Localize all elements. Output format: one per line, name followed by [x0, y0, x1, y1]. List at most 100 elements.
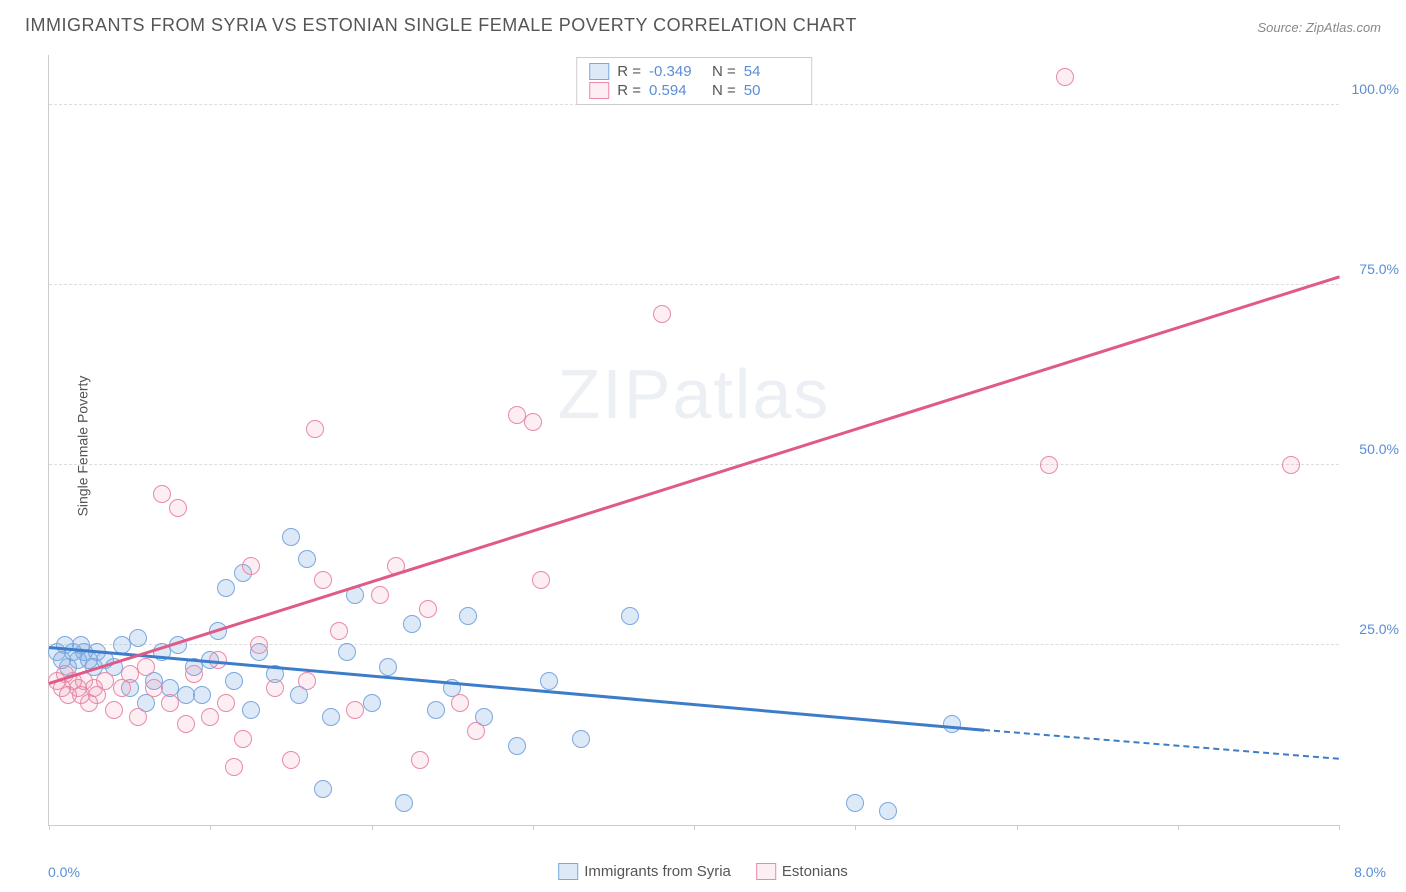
n-label: N = — [712, 82, 736, 99]
y-tick-label: 25.0% — [1359, 621, 1399, 637]
data-point — [242, 701, 260, 719]
data-point — [314, 780, 332, 798]
data-point — [1040, 456, 1058, 474]
data-point — [451, 694, 469, 712]
data-point — [532, 571, 550, 589]
correlation-stats-box: R = -0.349 N = 54 R = 0.594 N = 50 — [576, 57, 812, 105]
data-point — [1282, 456, 1300, 474]
data-point — [540, 672, 558, 690]
data-point — [338, 643, 356, 661]
data-point — [395, 794, 413, 812]
data-point — [363, 694, 381, 712]
data-point — [419, 600, 437, 618]
data-point — [943, 715, 961, 733]
data-point — [129, 708, 147, 726]
data-point — [879, 802, 897, 820]
x-axis-min-label: 0.0% — [48, 864, 80, 880]
data-point — [846, 794, 864, 812]
legend-swatch — [558, 863, 578, 880]
legend-label: Immigrants from Syria — [584, 863, 731, 880]
data-point — [330, 622, 348, 640]
chart-title: IMMIGRANTS FROM SYRIA VS ESTONIAN SINGLE… — [25, 15, 857, 36]
data-point — [201, 708, 219, 726]
data-point — [217, 579, 235, 597]
data-point — [379, 658, 397, 676]
legend-item: Estonians — [756, 863, 848, 880]
trend-line — [49, 276, 1340, 685]
data-point — [185, 665, 203, 683]
data-point — [266, 679, 284, 697]
data-point — [225, 672, 243, 690]
stats-row: R = -0.349 N = 54 — [589, 62, 799, 81]
y-tick-label: 50.0% — [1359, 441, 1399, 457]
data-point — [403, 615, 421, 633]
data-point — [346, 701, 364, 719]
data-point — [177, 715, 195, 733]
gridline — [49, 644, 1339, 645]
data-point — [314, 571, 332, 589]
x-tick — [855, 825, 856, 830]
y-tick-label: 100.0% — [1352, 81, 1399, 97]
legend-swatch — [589, 63, 609, 80]
r-label: R = — [617, 63, 641, 80]
y-tick-label: 75.0% — [1359, 261, 1399, 277]
legend-label: Estonians — [782, 863, 848, 880]
data-point — [145, 679, 163, 697]
plot-area: ZIPatlas R =-0.349N =54R =0.594N =50 25.… — [48, 55, 1339, 826]
x-tick — [1339, 825, 1340, 830]
data-point — [508, 737, 526, 755]
data-point — [572, 730, 590, 748]
data-point — [282, 751, 300, 769]
data-point — [217, 694, 235, 712]
r-value: 0.594 — [649, 82, 704, 99]
data-point — [250, 636, 268, 654]
x-tick — [372, 825, 373, 830]
r-value: -0.349 — [649, 63, 704, 80]
source-attribution: Source: ZipAtlas.com — [1257, 20, 1381, 35]
legend-item: Immigrants from Syria — [558, 863, 731, 880]
x-tick — [694, 825, 695, 830]
n-value: 50 — [744, 82, 799, 99]
x-tick — [533, 825, 534, 830]
gridline — [49, 284, 1339, 285]
gridline — [49, 464, 1339, 465]
data-point — [242, 557, 260, 575]
data-point — [306, 420, 324, 438]
trend-line-extrapolated — [984, 729, 1339, 760]
data-point — [282, 528, 300, 546]
data-point — [298, 550, 316, 568]
data-point — [169, 499, 187, 517]
data-point — [524, 413, 542, 431]
x-tick — [1178, 825, 1179, 830]
data-point — [411, 751, 429, 769]
n-value: 54 — [744, 63, 799, 80]
data-point — [322, 708, 340, 726]
bottom-legend: Immigrants from Syria Estonians — [558, 863, 848, 880]
r-label: R = — [617, 82, 641, 99]
data-point — [193, 686, 211, 704]
watermark: ZIPatlas — [558, 354, 831, 434]
data-point — [467, 722, 485, 740]
data-point — [621, 607, 639, 625]
data-point — [105, 701, 123, 719]
data-point — [225, 758, 243, 776]
data-point — [298, 672, 316, 690]
n-label: N = — [712, 63, 736, 80]
legend-swatch — [589, 82, 609, 99]
data-point — [653, 305, 671, 323]
data-point — [371, 586, 389, 604]
data-point — [161, 694, 179, 712]
x-tick — [49, 825, 50, 830]
data-point — [137, 658, 155, 676]
x-tick — [1017, 825, 1018, 830]
data-point — [153, 485, 171, 503]
stats-row: R = 0.594 N = 50 — [589, 81, 799, 100]
data-point — [129, 629, 147, 647]
data-point — [459, 607, 477, 625]
data-point — [1056, 68, 1074, 86]
data-point — [427, 701, 445, 719]
x-axis-max-label: 8.0% — [1354, 864, 1386, 880]
legend-swatch — [756, 863, 776, 880]
x-tick — [210, 825, 211, 830]
data-point — [234, 730, 252, 748]
